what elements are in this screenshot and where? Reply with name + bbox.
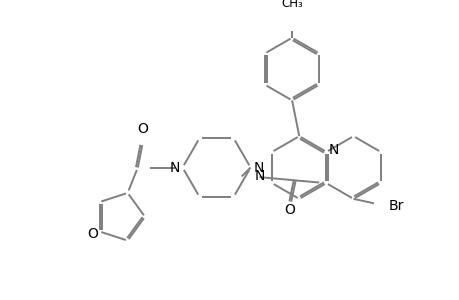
Text: Br: Br	[387, 199, 403, 213]
Text: N: N	[328, 143, 338, 157]
Text: CH₃: CH₃	[280, 0, 302, 10]
Text: N: N	[253, 160, 263, 175]
Text: O: O	[283, 203, 294, 217]
Text: N: N	[169, 160, 179, 175]
Text: N: N	[254, 169, 264, 184]
Text: O: O	[87, 227, 98, 241]
Text: O: O	[136, 122, 147, 136]
